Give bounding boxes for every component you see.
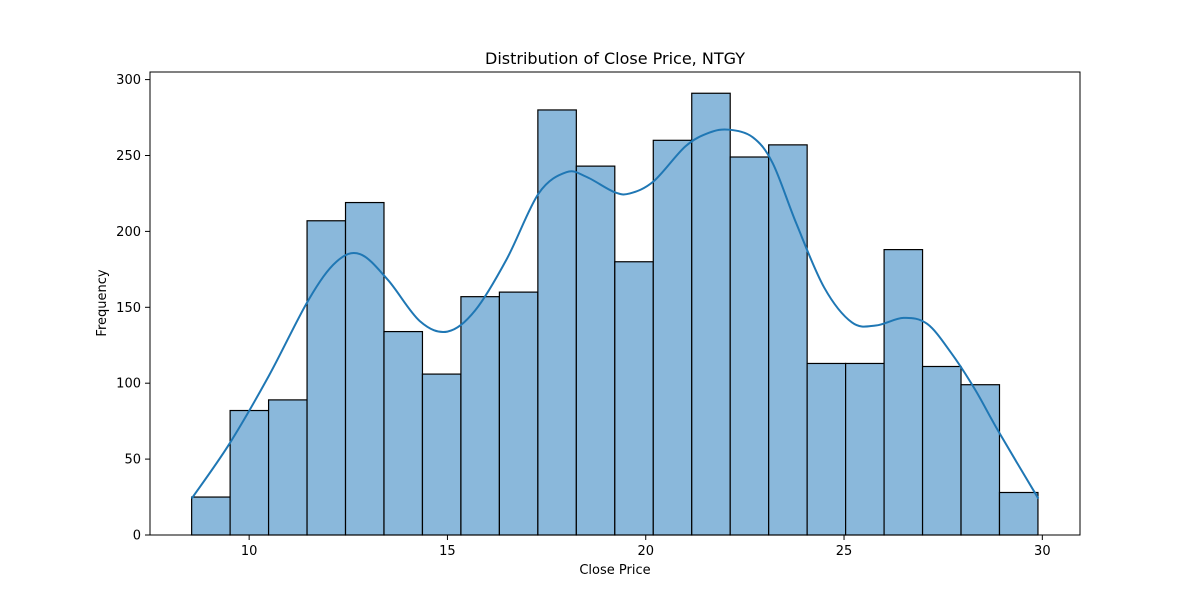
kde-curve (190, 128, 1040, 500)
histogram-bar (806, 362, 847, 536)
histogram-bars (191, 92, 1039, 536)
y-axis-label: Frequency (95, 269, 110, 336)
histogram-bar (729, 156, 770, 536)
x-tick-label: 25 (836, 544, 853, 559)
histogram-bar (845, 362, 885, 536)
histogram-bar (267, 399, 308, 536)
x-tick-label: 30 (1034, 544, 1051, 559)
histogram-bar (960, 384, 1001, 536)
chart-title: Distribution of Close Price, NTGY (485, 49, 745, 68)
y-tick-label: 150 (116, 301, 141, 316)
x-tick-label: 15 (439, 544, 456, 559)
x-tick-label: 10 (241, 544, 258, 559)
x-axis: 10 15 20 25 30 (241, 535, 1051, 559)
y-tick-label: 0 (133, 529, 141, 544)
histogram-bar (306, 220, 347, 536)
y-tick-label: 300 (116, 73, 141, 88)
histogram-bar (460, 296, 500, 536)
histogram-bar (652, 139, 693, 536)
histogram-bar (191, 496, 231, 536)
histogram-bar (537, 109, 577, 536)
x-tick-label: 20 (637, 544, 654, 559)
histogram-bar (229, 409, 270, 536)
histogram-bar (421, 373, 462, 536)
histogram-bar (691, 92, 731, 536)
histogram-bar (998, 491, 1039, 536)
histogram-bar (344, 201, 385, 536)
y-axis: 0 50 100 150 200 250 300 (116, 73, 150, 544)
histogram-bar (614, 261, 654, 536)
y-tick-label: 50 (124, 453, 141, 468)
histogram-bar (883, 249, 924, 536)
histogram-bar (383, 330, 424, 536)
histogram-bar (498, 291, 539, 536)
y-tick-label: 250 (116, 149, 141, 164)
histogram-bar (575, 165, 616, 536)
x-axis-label: Close Price (579, 563, 650, 578)
histogram-bar (921, 365, 962, 536)
plot-frame (149, 71, 1081, 536)
y-tick-label: 200 (116, 225, 141, 240)
histogram-bar (768, 144, 808, 536)
y-tick-label: 100 (116, 377, 141, 392)
